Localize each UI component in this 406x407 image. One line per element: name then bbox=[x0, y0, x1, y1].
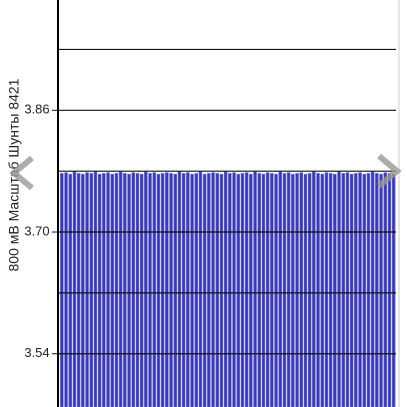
bar bbox=[257, 173, 261, 407]
bar bbox=[89, 173, 94, 407]
bar bbox=[181, 173, 186, 407]
bar bbox=[223, 171, 228, 407]
nav-left bbox=[9, 155, 34, 191]
bar bbox=[379, 173, 383, 407]
bar bbox=[320, 173, 324, 407]
bar bbox=[278, 171, 282, 407]
bar bbox=[249, 173, 253, 407]
bar bbox=[114, 173, 119, 407]
bar bbox=[383, 172, 387, 407]
bar bbox=[85, 172, 89, 407]
bar bbox=[72, 171, 77, 407]
y-tick-label: 3.86 bbox=[24, 102, 49, 117]
bar bbox=[295, 173, 299, 407]
bar bbox=[123, 173, 127, 407]
bar bbox=[228, 173, 232, 407]
bar bbox=[198, 171, 203, 407]
bar bbox=[366, 173, 371, 407]
y-tick-label: 3.70 bbox=[24, 223, 49, 238]
bar bbox=[93, 171, 98, 407]
bar bbox=[165, 172, 169, 407]
bar bbox=[135, 173, 140, 407]
bar bbox=[345, 172, 350, 407]
bar bbox=[152, 172, 157, 407]
bar bbox=[97, 173, 102, 407]
bar bbox=[148, 173, 152, 407]
bar bbox=[207, 173, 211, 407]
bar bbox=[375, 173, 379, 407]
bar bbox=[127, 173, 131, 407]
bar bbox=[106, 172, 110, 407]
bar bbox=[190, 173, 194, 407]
bar bbox=[265, 172, 270, 407]
bar bbox=[232, 172, 236, 407]
bar bbox=[202, 173, 207, 407]
bar bbox=[286, 172, 291, 407]
bar bbox=[240, 173, 245, 407]
y-tick-label: 3.54 bbox=[24, 345, 49, 360]
bar bbox=[169, 173, 173, 407]
bar bbox=[312, 171, 316, 407]
bar bbox=[60, 173, 64, 407]
bar bbox=[387, 173, 392, 407]
bar bbox=[64, 172, 68, 407]
bar bbox=[362, 173, 366, 407]
bar bbox=[160, 173, 165, 407]
bar bbox=[215, 173, 220, 407]
bar bbox=[299, 172, 303, 407]
bar bbox=[118, 171, 123, 407]
bar bbox=[349, 173, 354, 407]
bar bbox=[316, 173, 320, 407]
bar bbox=[274, 173, 278, 407]
bar bbox=[358, 172, 362, 407]
bar bbox=[370, 171, 375, 407]
bar bbox=[236, 173, 241, 407]
bar bbox=[261, 173, 266, 407]
bar bbox=[194, 173, 199, 407]
bar bbox=[354, 173, 358, 407]
bar bbox=[328, 173, 333, 407]
bar bbox=[333, 173, 337, 407]
nav-right bbox=[377, 153, 402, 189]
bar bbox=[219, 173, 224, 407]
bar bbox=[307, 173, 312, 407]
bar bbox=[156, 173, 161, 407]
bar bbox=[270, 173, 274, 407]
bar bbox=[303, 173, 308, 407]
bar bbox=[282, 173, 287, 407]
bar bbox=[110, 173, 115, 407]
bar bbox=[291, 173, 295, 407]
bar bbox=[324, 172, 329, 407]
bar bbox=[81, 173, 85, 407]
bar bbox=[76, 173, 81, 407]
bar bbox=[68, 173, 73, 407]
bar bbox=[186, 172, 190, 407]
bar bbox=[177, 171, 182, 407]
bar bbox=[102, 173, 106, 407]
bar bbox=[211, 172, 215, 407]
bar bbox=[139, 173, 144, 407]
bar bbox=[244, 172, 249, 407]
bar bbox=[173, 173, 178, 407]
bar bbox=[341, 173, 345, 407]
bar bbox=[131, 172, 136, 407]
bar bbox=[391, 173, 396, 407]
bar bbox=[253, 171, 257, 407]
bar bbox=[337, 171, 341, 407]
bar bbox=[144, 171, 148, 407]
